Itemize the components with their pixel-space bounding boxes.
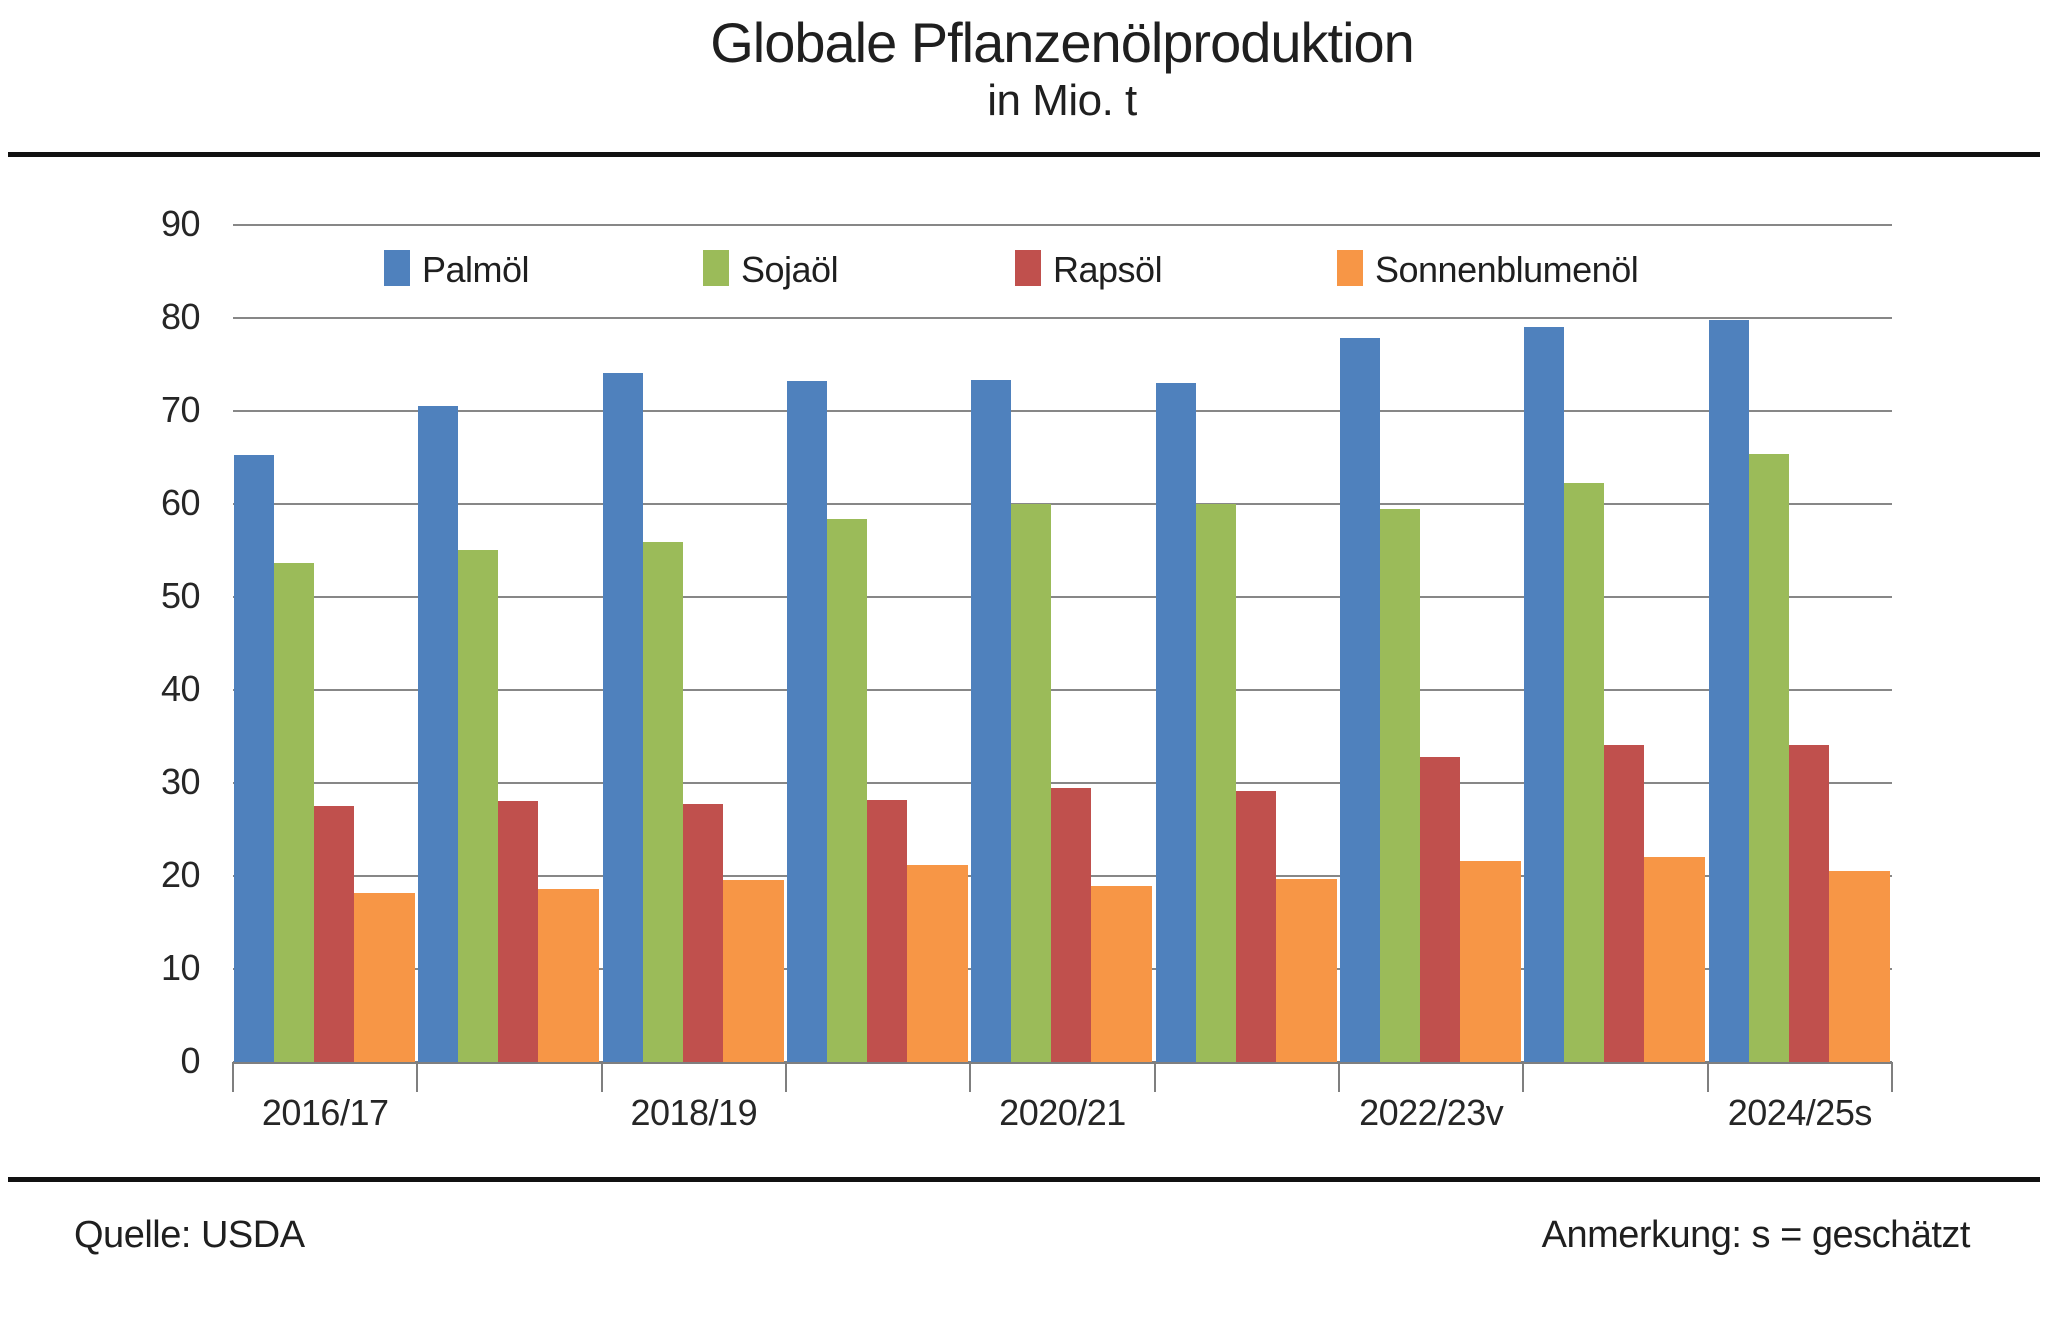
- bar-rapsöl-2020/21: [1051, 787, 1092, 1062]
- bar-palmöl-2020/21: [971, 380, 1012, 1062]
- y-axis-label-30: 30: [160, 761, 201, 802]
- chart-subtitle: in Mio. t: [987, 76, 1137, 125]
- y-axis-label-0: 0: [180, 1040, 200, 1081]
- bar-sonnenblumenöl-2021/22: [1275, 878, 1337, 1062]
- bar-palmöl-2017/18: [418, 406, 459, 1062]
- y-axis-label-80: 80: [160, 296, 201, 337]
- bar-sojaöl-2019/20: [827, 518, 867, 1062]
- x-axis-tick-1: [416, 1062, 419, 1092]
- bar-sojaöl-2017/18: [458, 549, 499, 1062]
- bar-palmöl-2018/19: [602, 372, 643, 1062]
- bar-rapsöl-2019/20: [867, 799, 907, 1062]
- legend-label-sonnenblumenöl: Sonnenblumenöl: [1375, 249, 1639, 290]
- x-axis-label-2018-19: 2018/19: [630, 1092, 758, 1133]
- bar-palmöl-2024/25s: [1708, 319, 1749, 1062]
- bar-palmöl-2023/24: [1524, 327, 1565, 1062]
- legend-label-palmöl: Palmöl: [422, 249, 530, 290]
- bar-palmöl-2019/20: [787, 381, 827, 1062]
- y-axis-label-50: 50: [160, 575, 201, 616]
- x-axis-tick-5: [1153, 1062, 1156, 1092]
- x-axis-label-2022-23v: 2022/23v: [1359, 1092, 1504, 1133]
- gridline-40: [233, 689, 1892, 691]
- gridline-70: [233, 410, 1892, 412]
- x-axis-label-2016-17: 2016/17: [261, 1092, 389, 1133]
- x-axis-tick-0: [232, 1062, 234, 1092]
- x-axis-tick-8: [1706, 1062, 1709, 1092]
- bar-sojaöl-2021/22: [1195, 504, 1236, 1062]
- bar-rapsöl-2021/22: [1235, 791, 1276, 1062]
- gridline-80: [233, 317, 1892, 319]
- bar-sojaöl-2020/21: [1011, 504, 1052, 1062]
- legend-swatch-sojaöl-icon: [703, 250, 729, 286]
- bar-palmöl-2022/23v: [1340, 337, 1380, 1062]
- bar-sonnenblumenöl-2018/19: [722, 879, 784, 1062]
- bar-sonnenblumenöl-2017/18: [538, 889, 600, 1062]
- chart-title: Globale Pflanzenölproduktion: [710, 11, 1415, 74]
- bar-rapsöl-2016/17: [314, 806, 354, 1063]
- bar-sonnenblumenöl-2020/21: [1091, 886, 1153, 1062]
- bar-sojaöl-2018/19: [642, 542, 683, 1062]
- y-axis-label-10: 10: [160, 947, 201, 988]
- bar-sonnenblumenöl-2024/25s: [1828, 871, 1890, 1063]
- bar-rapsöl-2017/18: [498, 800, 539, 1062]
- legend-note: Anmerkung: s = geschätzt: [1541, 1214, 1971, 1256]
- bar-sojaöl-2023/24: [1564, 482, 1605, 1062]
- bar-sonnenblumenöl-2023/24: [1644, 856, 1706, 1062]
- x-axis-tick-3: [785, 1062, 787, 1092]
- bar-rapsöl-2018/19: [682, 803, 723, 1062]
- x-axis-tick-4: [969, 1062, 972, 1092]
- legend-swatch-palmöl-icon: [384, 250, 410, 286]
- top-divider-rule: [8, 152, 2040, 157]
- x-axis-tick-2: [600, 1062, 603, 1092]
- bar-sojaöl-2024/25s: [1748, 453, 1789, 1062]
- bar-sonnenblumenöl-2019/20: [907, 864, 968, 1062]
- gridline-90: [233, 224, 1892, 226]
- legend-swatch-sonnenblumenöl-icon: [1337, 250, 1363, 286]
- x-axis-tick-6: [1338, 1062, 1340, 1092]
- x-axis-tick-9: [1891, 1062, 1893, 1092]
- bar-rapsöl-2022/23v: [1420, 757, 1460, 1062]
- gridline-50: [233, 596, 1892, 598]
- legend-label-sojaöl: Sojaöl: [741, 249, 839, 290]
- gridline-30: [233, 782, 1892, 784]
- bar-sojaöl-2016/17: [274, 562, 314, 1062]
- x-axis-label-2020-21: 2020/21: [999, 1092, 1126, 1133]
- y-axis-label-90: 90: [160, 203, 201, 244]
- x-axis-baseline: [233, 1061, 1892, 1064]
- legend-swatch-rapsöl-icon: [1015, 250, 1041, 286]
- source-note: Quelle: USDA: [74, 1214, 305, 1256]
- y-axis-label-60: 60: [160, 482, 201, 523]
- gridline-60: [233, 503, 1892, 505]
- bar-palmöl-2016/17: [234, 454, 274, 1062]
- bottom-divider-rule: [8, 1177, 2040, 1182]
- bar-rapsöl-2024/25s: [1788, 744, 1829, 1062]
- bar-sojaöl-2022/23v: [1380, 508, 1420, 1062]
- bar-sonnenblumenöl-2022/23v: [1460, 861, 1521, 1062]
- y-axis-label-70: 70: [160, 389, 201, 430]
- y-axis-label-20: 20: [160, 854, 201, 895]
- legend-label-rapsöl: Rapsöl: [1053, 249, 1163, 290]
- x-axis-tick-7: [1522, 1062, 1525, 1092]
- bar-sonnenblumenöl-2016/17: [354, 892, 415, 1062]
- y-axis-label-40: 40: [160, 668, 201, 709]
- x-axis-label-2024-25s: 2024/25s: [1727, 1092, 1873, 1133]
- bar-rapsöl-2023/24: [1604, 744, 1645, 1062]
- bar-palmöl-2021/22: [1155, 383, 1196, 1062]
